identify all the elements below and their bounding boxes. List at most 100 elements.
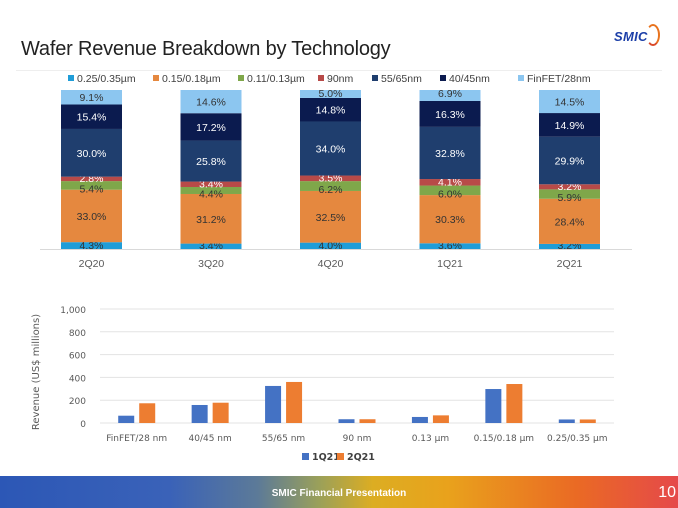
bar-segment xyxy=(180,90,242,114)
legend-label-0: 0.25/0.35µm xyxy=(77,73,136,85)
legend-label-4: 55/65nm xyxy=(381,73,422,85)
bar-segment xyxy=(180,193,242,244)
bar-segment xyxy=(300,181,361,191)
bar-segment xyxy=(180,181,242,187)
data-label: 14.8% xyxy=(316,105,346,117)
bar-2Q21 xyxy=(432,415,449,423)
data-label: 28.4% xyxy=(555,216,585,228)
smic-logo: SMIC xyxy=(612,24,664,48)
legend-label-5: 40/45nm xyxy=(449,73,490,85)
data-label: 4.3% xyxy=(80,240,104,252)
bar-segment xyxy=(180,186,242,194)
x-tick-label: 2Q21 xyxy=(557,258,583,270)
legend-swatch-0 xyxy=(68,75,74,81)
y-tick-label: 400 xyxy=(69,374,86,384)
title-divider xyxy=(16,70,662,71)
legend-swatch-2 xyxy=(238,75,244,81)
logo-text: SMIC xyxy=(614,29,648,44)
legend-swatch-0 xyxy=(302,453,309,460)
bar-2Q21 xyxy=(212,402,229,423)
legend-swatch-1 xyxy=(153,75,159,81)
y-tick-label: 600 xyxy=(69,352,86,362)
data-label: 29.9% xyxy=(555,156,585,168)
bar-segment xyxy=(419,179,481,186)
bar-segment xyxy=(300,175,361,182)
data-label: 34.0% xyxy=(316,144,346,156)
bar-2Q21 xyxy=(139,403,156,423)
y-tick-label: 200 xyxy=(69,397,86,407)
bar-segment xyxy=(419,100,481,127)
footer-text: SMIC Financial Presentation xyxy=(271,488,407,499)
bar-segment xyxy=(419,90,481,101)
bar-2Q21 xyxy=(579,419,596,423)
bar-segment xyxy=(300,242,361,249)
x-tick-label: FinFET/28 nm xyxy=(106,434,167,444)
bar-segment xyxy=(300,97,361,122)
page-title: Wafer Revenue Breakdown by Technology xyxy=(21,38,391,60)
bar-segment xyxy=(180,140,242,182)
data-label: 5.0% xyxy=(319,88,343,100)
data-label: 30.0% xyxy=(77,148,107,160)
bar-segment xyxy=(61,90,122,105)
data-label: 4.0% xyxy=(319,240,343,252)
x-tick-label: 0.15/0.18 µm xyxy=(474,434,534,444)
bar-segment xyxy=(419,126,481,180)
bar-1Q21 xyxy=(411,416,428,423)
data-label: 32.8% xyxy=(435,148,465,160)
bar-segment xyxy=(180,243,242,249)
data-label: 25.8% xyxy=(196,156,226,168)
bar-segment xyxy=(61,176,122,182)
bar-1Q21 xyxy=(338,419,355,423)
bar-1Q21 xyxy=(265,385,282,423)
legend-swatch-3 xyxy=(318,75,324,81)
data-label: 16.3% xyxy=(435,109,465,121)
data-label: 6.0% xyxy=(438,188,462,200)
legend-label-1: 2Q21 xyxy=(347,452,375,463)
data-label: 15.4% xyxy=(77,112,107,124)
bar-2Q21 xyxy=(286,381,303,423)
data-label: 32.5% xyxy=(316,212,346,224)
bar-segment xyxy=(300,121,361,176)
legend-swatch-6 xyxy=(518,75,524,81)
logo-arc-icon xyxy=(646,24,660,46)
bar-segment xyxy=(539,136,600,185)
legend-label-2: 0.11/0.13µm xyxy=(247,73,305,85)
y-tick-label: 1,000 xyxy=(60,306,86,316)
bar-2Q21 xyxy=(506,384,523,423)
legend-label-1: 0.15/0.18µm xyxy=(162,73,221,85)
legend-swatch-5 xyxy=(440,75,446,81)
data-label: 9.1% xyxy=(80,92,104,104)
bar-segment xyxy=(539,113,600,137)
bar-segment xyxy=(61,189,122,243)
x-tick-label: 3Q20 xyxy=(198,258,224,270)
stacked-percent-chart: 0.25/0.35µm 0.15/0.18µm 0.11/0.13µm 90nm 55/… xyxy=(40,73,632,270)
data-label: 4.4% xyxy=(199,188,223,200)
x-tick-label: 0.13 µm xyxy=(412,434,449,444)
bar-segment xyxy=(539,90,600,114)
y-axis-title: Revenue (US$ millions) xyxy=(31,314,42,430)
x-tick-label: 1Q21 xyxy=(437,258,463,270)
page-number: 10 xyxy=(658,484,676,501)
bar-segment xyxy=(180,113,242,141)
data-label: 14.5% xyxy=(555,97,585,109)
data-label: 6.2% xyxy=(319,184,343,196)
footer-banner: SMIC Financial Presentation 10 xyxy=(0,476,678,508)
bar-segment xyxy=(539,198,600,244)
data-label: 5.9% xyxy=(558,192,582,204)
data-label: 14.6% xyxy=(196,97,226,109)
bar-segment xyxy=(539,243,600,249)
data-label: 30.3% xyxy=(435,214,465,226)
x-tick-label: 90 nm xyxy=(343,434,372,444)
x-tick-label: 55/65 nm xyxy=(262,434,305,444)
data-label: 6.9% xyxy=(438,88,462,100)
x-tick-label: 0.25/0.35 µm xyxy=(547,434,607,444)
bar-segment xyxy=(61,104,122,129)
bar-1Q21 xyxy=(118,415,135,423)
bar-segment xyxy=(61,128,122,177)
bar-segment xyxy=(539,184,600,190)
legend-swatch-1 xyxy=(337,453,344,460)
bar-segment xyxy=(61,242,122,249)
x-tick-label: 40/45 nm xyxy=(189,434,232,444)
y-tick-label: 0 xyxy=(80,420,86,430)
bar-1Q21 xyxy=(485,389,502,423)
